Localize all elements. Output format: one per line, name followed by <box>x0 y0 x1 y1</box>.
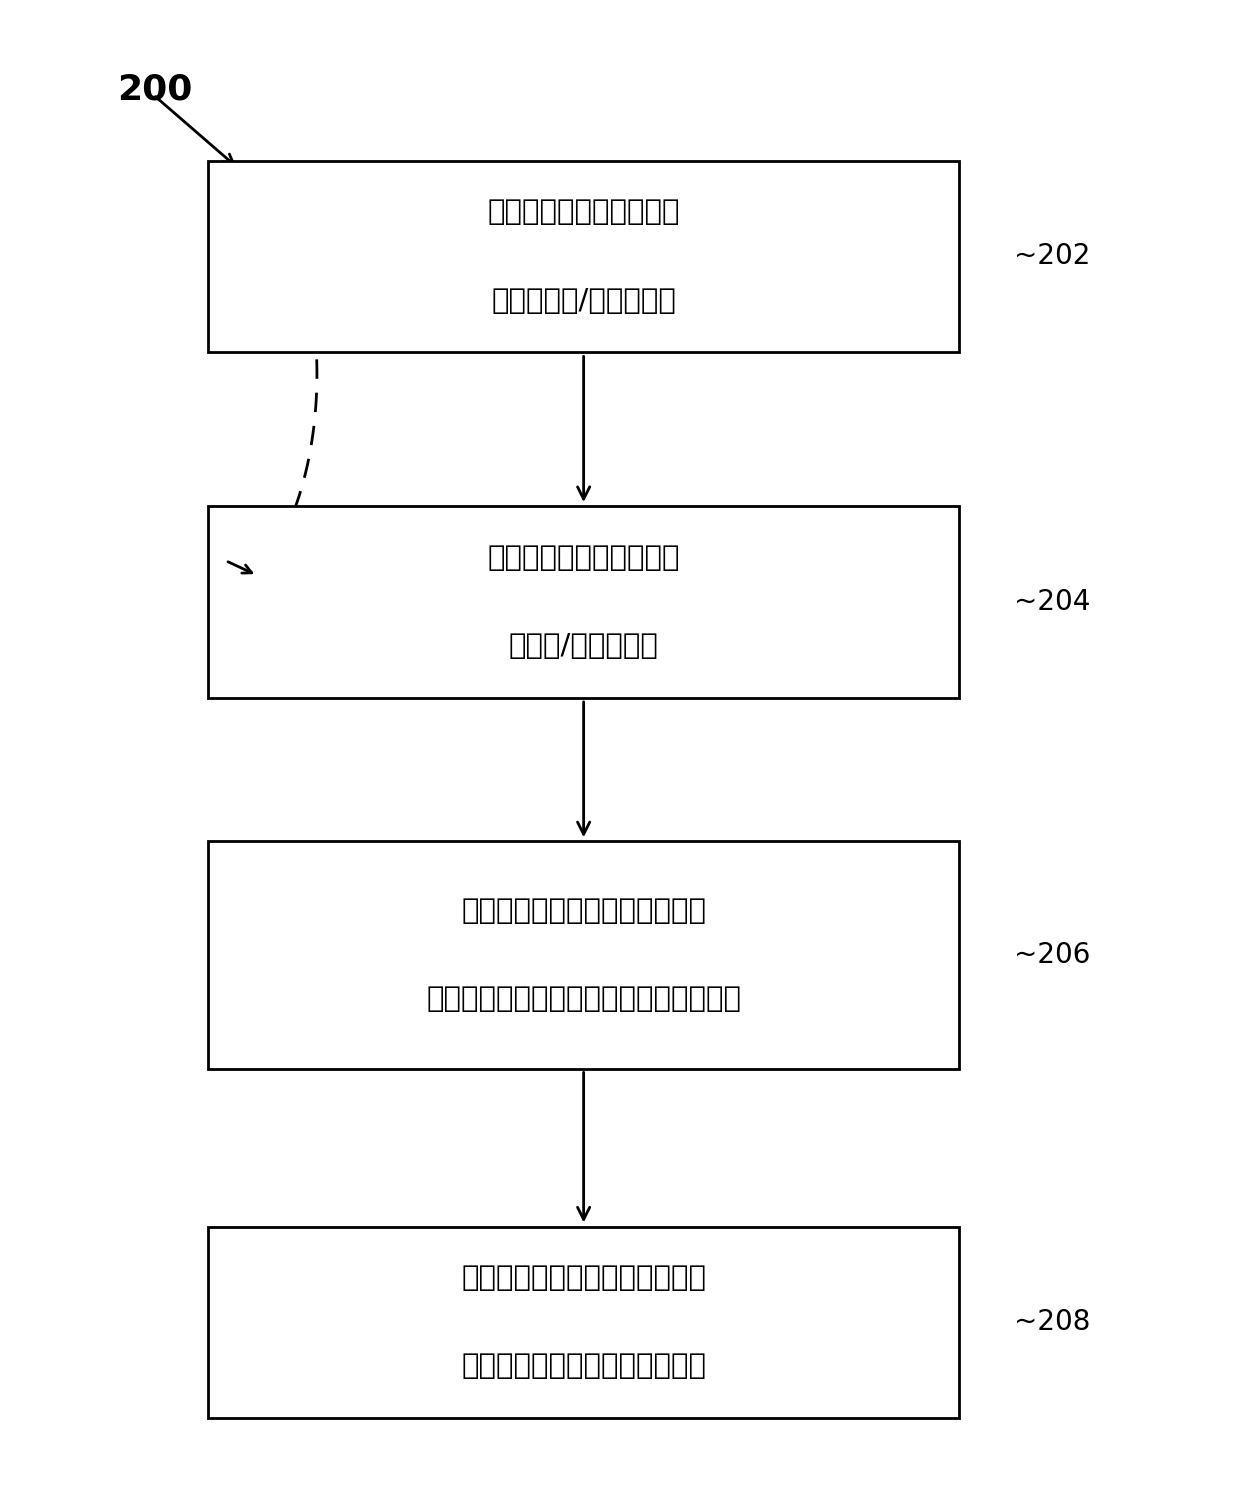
Text: 200: 200 <box>117 73 192 106</box>
Text: ~204: ~204 <box>1014 589 1090 616</box>
Bar <box>208 840 960 1068</box>
Text: 一旦细梳的泵浦被锁定至粗梳的: 一旦细梳的泵浦被锁定至粗梳的 <box>461 897 706 924</box>
Bar <box>208 506 960 698</box>
Text: 相邻的/所期望的齿: 相邻的/所期望的齿 <box>508 632 658 661</box>
Text: ~206: ~206 <box>1014 941 1090 969</box>
Text: 的增量频率来生成输出激光信号: 的增量频率来生成输出激光信号 <box>461 1353 706 1381</box>
Text: 基于所选择的细梳的齿和所选择: 基于所选择的细梳的齿和所选择 <box>461 1264 706 1293</box>
Text: 扫描细梳的泵浦至接近粗: 扫描细梳的泵浦至接近粗 <box>487 198 680 226</box>
Text: 锁定细梳的泵浦至粗梳的: 锁定细梳的泵浦至粗梳的 <box>487 544 680 572</box>
Text: ~202: ~202 <box>1014 243 1090 271</box>
Bar <box>208 160 960 352</box>
Bar <box>208 1227 960 1419</box>
Text: 所期望的齿，则选择细梳的齿和增量频率: 所期望的齿，则选择细梳的齿和增量频率 <box>427 986 742 1013</box>
Text: 梳的相邻的/所期望的齿: 梳的相邻的/所期望的齿 <box>491 286 676 315</box>
Text: ~208: ~208 <box>1014 1308 1090 1336</box>
